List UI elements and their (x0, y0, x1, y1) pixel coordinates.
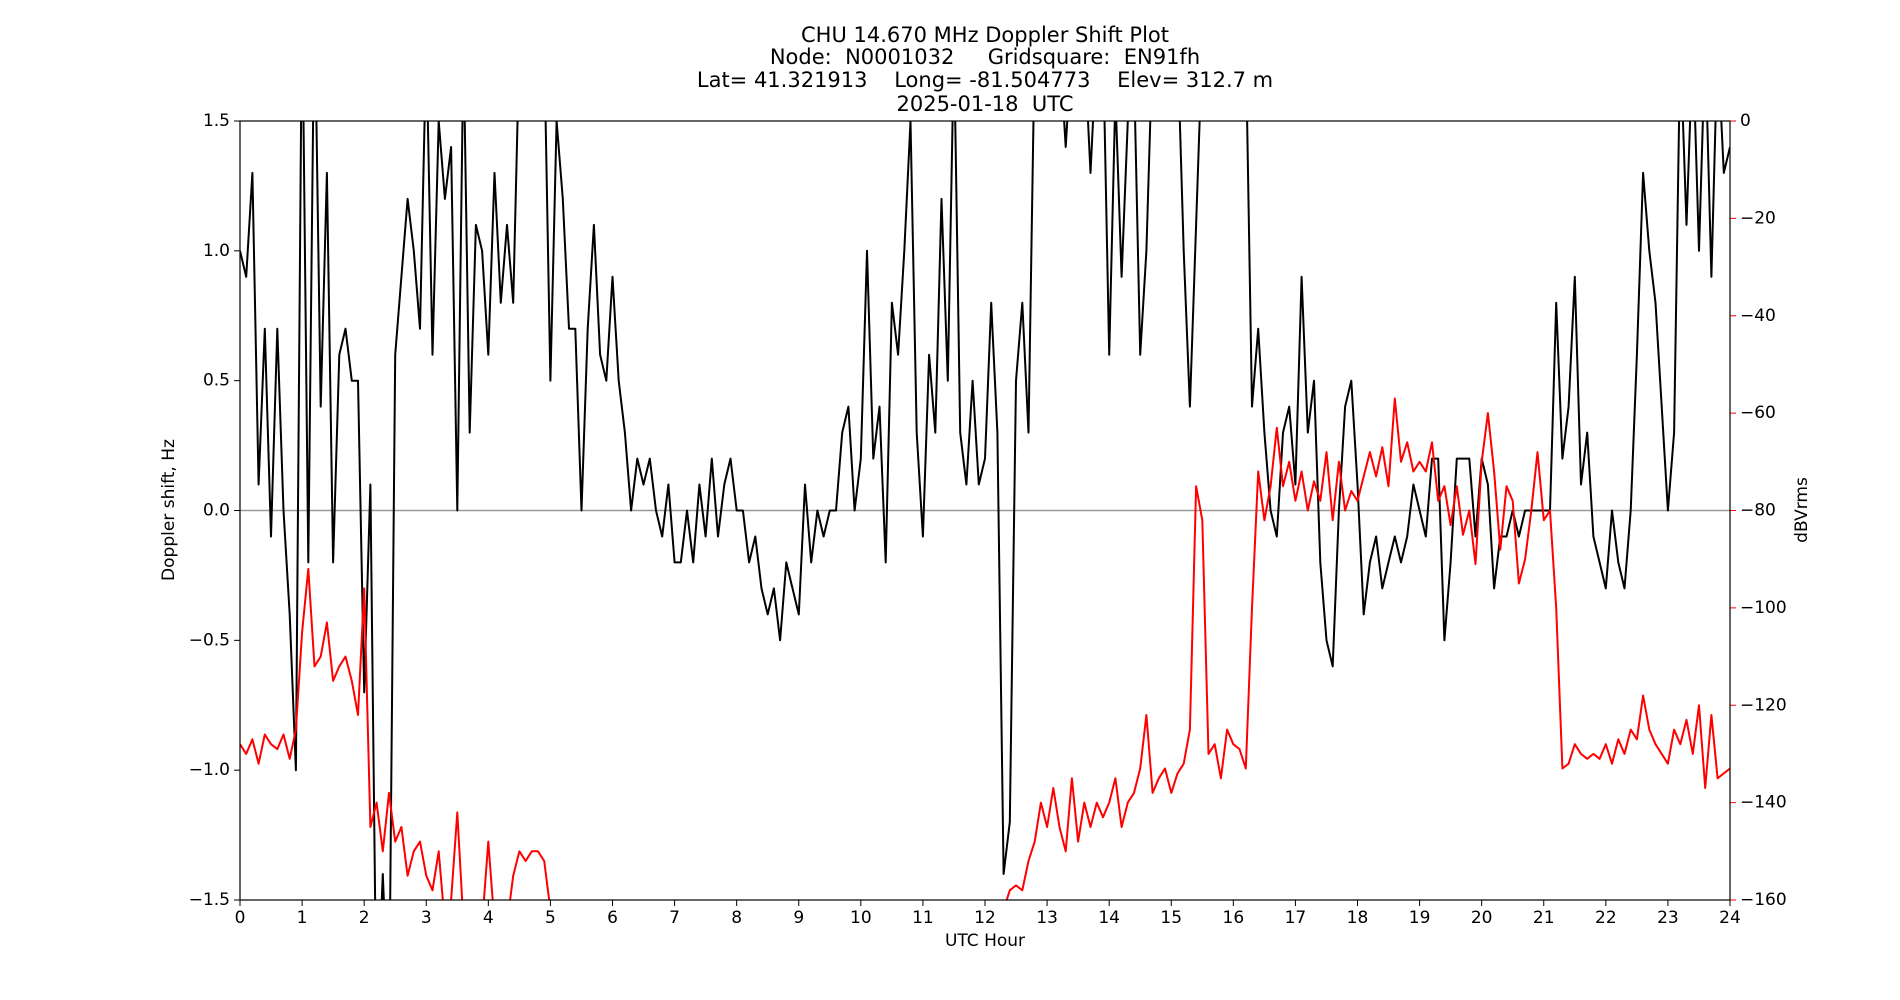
y-tick-label: 0.0 (203, 501, 230, 521)
x-tick-label: 19 (1409, 908, 1431, 928)
y2-tick-label: 0 (1740, 111, 1751, 131)
x-tick-label: 14 (1098, 908, 1120, 928)
chart-title: Lat= 41.321913 Long= -81.504773 Elev= 31… (697, 68, 1273, 92)
x-tick-label: 18 (1347, 908, 1369, 928)
y-tick-label: −1.5 (189, 890, 230, 910)
y2-tick-label: −40 (1740, 306, 1776, 326)
x-tick-label: 22 (1595, 908, 1617, 928)
x-tick-label: 20 (1471, 908, 1493, 928)
chart-title: CHU 14.670 MHz Doppler Shift Plot (801, 23, 1169, 47)
y2-tick-label: −120 (1740, 695, 1787, 715)
x-tick-label: 8 (731, 908, 742, 928)
x-tick-label: 9 (793, 908, 804, 928)
y2-tick-label: −20 (1740, 208, 1776, 228)
x-tick-label: 16 (1223, 908, 1245, 928)
y2-tick-label: −60 (1740, 403, 1776, 423)
y-tick-label: −1.0 (189, 760, 230, 780)
x-tick-label: 6 (607, 908, 618, 928)
y-tick-label: 0.5 (203, 371, 230, 391)
y2-tick-label: −160 (1740, 890, 1787, 910)
x-tick-label: 11 (912, 908, 934, 928)
y-tick-label: −0.5 (189, 630, 230, 650)
data-line (240, 567, 551, 900)
y-tick-label: 1.0 (203, 241, 230, 261)
plot-area (240, 121, 1730, 900)
x-tick-label: 3 (421, 908, 432, 928)
y2-tick-label: −140 (1740, 793, 1787, 813)
x-tick-label: 15 (1160, 908, 1182, 928)
x-tick-label: 23 (1657, 908, 1679, 928)
chart-title: 2025-01-18 UTC (896, 92, 1073, 116)
data-line (240, 121, 1730, 900)
x-tick-label: 24 (1719, 908, 1741, 928)
plot-frame (239, 120, 1731, 901)
x-tick-label: 21 (1533, 908, 1555, 928)
x-axis-label: UTC Hour (945, 931, 1025, 951)
x-tick-label: 7 (669, 908, 680, 928)
y2-tick-label: −100 (1740, 598, 1787, 618)
y2-tick-label: −80 (1740, 501, 1776, 521)
data-line (1005, 397, 1730, 900)
x-tick-label: 2 (359, 908, 370, 928)
x-tick-label: 4 (483, 908, 494, 928)
x-tick-label: 5 (545, 908, 556, 928)
y-axis-label: Doppler shift, Hz (159, 439, 179, 581)
x-tick-label: 10 (850, 908, 872, 928)
y-tick-label: 1.5 (203, 111, 230, 131)
x-tick-label: 12 (974, 908, 996, 928)
x-tick-label: 1 (297, 908, 308, 928)
x-tick-label: 13 (1036, 908, 1058, 928)
y2-axis-label: dBVrms (1792, 477, 1812, 543)
x-tick-label: 0 (235, 908, 246, 928)
x-tick-label: 17 (1285, 908, 1307, 928)
chart-title: Node: N0001032 Gridsquare: EN91fh (770, 45, 1200, 69)
